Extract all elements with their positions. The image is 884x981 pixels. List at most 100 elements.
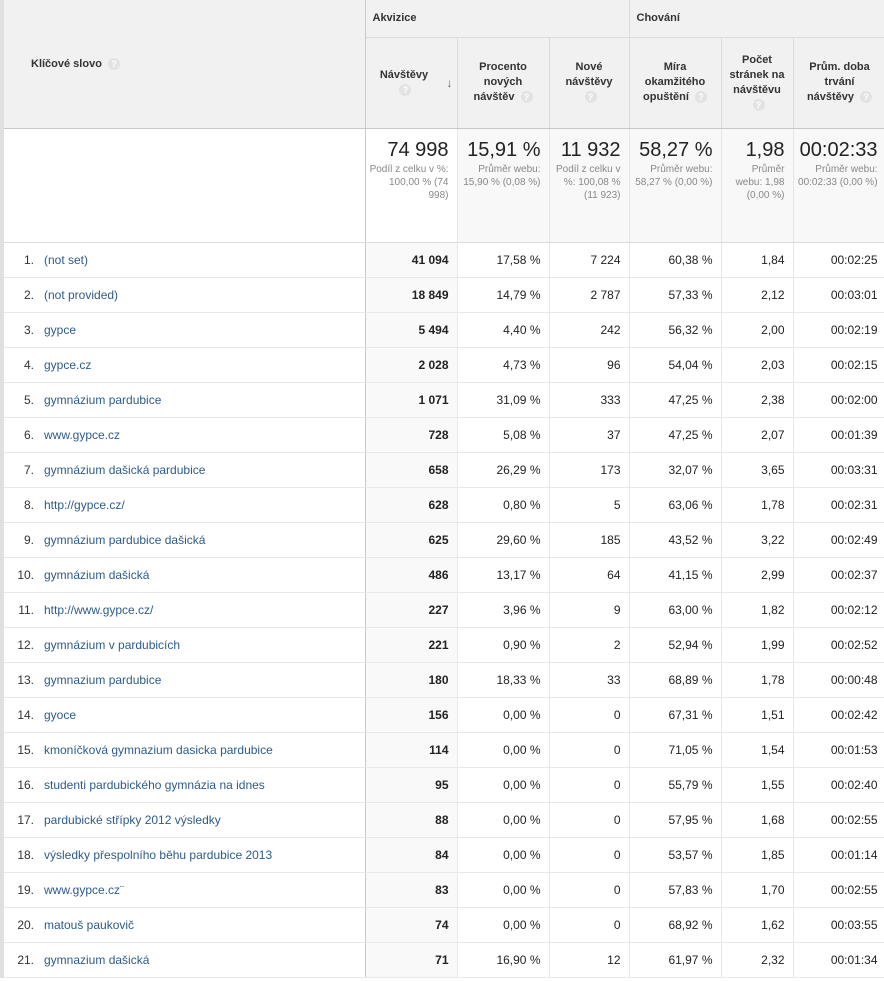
- row-index: 17.: [17, 812, 34, 827]
- visits-cell: 221: [365, 627, 458, 663]
- keyword-link[interactable]: gymnázium pardubice dašická: [44, 532, 206, 547]
- keyword-link[interactable]: http://gypce.cz/: [44, 497, 125, 512]
- avg-duration-cell: 00:02:49: [793, 522, 884, 558]
- table-row[interactable]: 5. gymnázium pardubice 1 071 31,09 % 333 47,2…: [0, 382, 884, 418]
- table-row[interactable]: 7. gymnázium dašická pardubice 658 26,29 % 1…: [0, 452, 884, 488]
- new-visits-percent-cell: 4,40 %: [457, 312, 550, 348]
- keyword-link[interactable]: gymnazium pardubice: [44, 672, 162, 687]
- table-row[interactable]: 15. kmoníčková gymnazium dasicka pardubic…: [0, 732, 884, 768]
- bounce-rate-cell: 53,57 %: [629, 837, 722, 873]
- keyword-link[interactable]: (not set): [44, 252, 89, 267]
- bounce-rate-column-header[interactable]: Míra okamžitého opuštění ?: [629, 37, 722, 129]
- table-row[interactable]: 9. gymnázium pardubice dašická 625 29,60 % 1…: [0, 522, 884, 558]
- totals-keyword-cell: [0, 128, 366, 243]
- keyword-link[interactable]: http://www.gypce.cz/: [44, 602, 154, 617]
- keyword-link[interactable]: gymnázium dašická: [44, 567, 150, 582]
- keyword-link[interactable]: gymnázium v pardubicích: [44, 637, 181, 652]
- visits-cell: 227: [365, 592, 458, 628]
- pages-per-visit-column-header[interactable]: Počet stránek na návštěvu ?: [721, 37, 794, 129]
- new-visits-cell: 0: [549, 907, 630, 943]
- row-index: 14.: [17, 707, 34, 722]
- pages-per-visit-cell: 1,99: [721, 627, 794, 663]
- avg-duration-cell: 00:02:42: [793, 697, 884, 733]
- keyword-cell: 15. kmoníčková gymnazium dasicka pardubic…: [0, 732, 366, 768]
- new-visits-cell: 2 787: [549, 277, 630, 313]
- table-row[interactable]: 3. gypce 5 494 4,40 % 242 56,32 % 2,00 00:02:19: [0, 312, 884, 348]
- keyword-link[interactable]: gymnázium pardubice: [44, 392, 162, 407]
- keyword-link[interactable]: gymnázium dašická pardubice: [44, 462, 206, 477]
- new-visits-cell: 33: [549, 662, 630, 698]
- help-icon[interactable]: ?: [107, 57, 120, 70]
- keyword-link[interactable]: (not provided): [44, 287, 119, 302]
- visits-cell: 5 494: [365, 312, 458, 348]
- new-visits-column-header[interactable]: Nové návštěvy ?: [549, 37, 630, 129]
- totals-duration-value: 00:02:33: [799, 138, 878, 161]
- table-row[interactable]: 12. gymnázium v pardubicích 221 0,90 % 2 52,9…: [0, 627, 884, 663]
- pages-per-visit-cell: 1,70: [721, 872, 794, 908]
- table-row[interactable]: 4. gypce.cz 2 028 4,73 % 96 54,04 % 2,03 00:02:…: [0, 347, 884, 383]
- keyword-link[interactable]: studenti pardubického gymnázia na idnes: [44, 777, 265, 792]
- new-visits-cell: 96: [549, 347, 630, 383]
- help-icon[interactable]: ?: [752, 98, 765, 111]
- keyword-cell: 5. gymnázium pardubice: [0, 382, 366, 418]
- totals-pages-value: 1,98: [745, 138, 785, 161]
- table-row[interactable]: 13. gymnazium pardubice 180 18,33 % 33 68,89 …: [0, 662, 884, 698]
- new-visits-cell: 0: [549, 697, 630, 733]
- behavior-group-header: Chování: [629, 0, 884, 38]
- sort-descending-icon[interactable]: ↓: [446, 75, 453, 90]
- keyword-link[interactable]: www.gypce.cz¨: [44, 882, 125, 897]
- totals-pages-per-visit: 1,98 Průměr webu: 1,98 (0,00 %): [721, 128, 794, 243]
- help-icon[interactable]: ?: [860, 91, 873, 104]
- row-index: 4.: [23, 357, 34, 372]
- keyword-link[interactable]: www.gypce.cz: [44, 427, 121, 442]
- new-visits-percent-column-header[interactable]: Procento nových návštěv ?: [457, 37, 550, 129]
- avg-duration-column-header[interactable]: Prům. doba trvání návštěvy ?: [793, 37, 884, 129]
- table-row[interactable]: 19. www.gypce.cz¨ 83 0,00 % 0 57,83 % 1,70 00:0…: [0, 872, 884, 908]
- help-icon[interactable]: ?: [694, 91, 707, 104]
- table-row[interactable]: 21. gymnazium dašická 71 16,90 % 12 61,97 % 2,…: [0, 942, 884, 978]
- table-row[interactable]: 18. výsledky přespolního běhu pardubice 2…: [0, 837, 884, 873]
- bounce-rate-cell: 60,38 %: [629, 242, 722, 278]
- table-row[interactable]: 17. pardubické střípky 2012 výsledky 88 0,0…: [0, 802, 884, 838]
- row-index: 6.: [23, 427, 34, 442]
- keyword-column-header[interactable]: Klíčové slovo ?: [0, 0, 366, 129]
- new-visits-cell: 64: [549, 557, 630, 593]
- bounce-rate-cell: 63,06 %: [629, 487, 722, 523]
- help-icon[interactable]: ?: [584, 91, 597, 104]
- new-visits-cell: 2: [549, 627, 630, 663]
- keyword-link[interactable]: gymnazium dašická: [44, 952, 150, 967]
- pages-per-visit-cell: 2,07: [721, 417, 794, 453]
- table-row[interactable]: 16. studenti pardubického gymnázia na idn…: [0, 767, 884, 803]
- help-icon[interactable]: ?: [399, 83, 412, 96]
- keyword-link[interactable]: kmoníčková gymnazium dasicka pardubice: [44, 742, 273, 757]
- row-index: 5.: [23, 392, 34, 407]
- table-row[interactable]: 6. www.gypce.cz 728 5,08 % 37 47,25 % 2,07 00:0…: [0, 417, 884, 453]
- pages-per-visit-cell: 2,32: [721, 942, 794, 978]
- new-visits-cell: 242: [549, 312, 630, 348]
- table-row[interactable]: 20. matouš paukovič 74 0,00 % 0 68,92 % 1,62 00…: [0, 907, 884, 943]
- keyword-link[interactable]: matouš paukovič: [44, 917, 135, 932]
- table-row[interactable]: 11. http://www.gypce.cz/227 3,96 % 9 63,00 %…: [0, 592, 884, 628]
- row-index: 20.: [17, 917, 34, 932]
- help-icon[interactable]: ?: [520, 91, 533, 104]
- totals-new-visits-sub: Podíl z celku v %: 100,08 % (11 923): [556, 163, 621, 201]
- table-row[interactable]: 10. gymnázium dašická 486 13,17 % 64 41,15 % 2…: [0, 557, 884, 593]
- avg-duration-cell: 00:03:55: [793, 907, 884, 943]
- keyword-link[interactable]: gypce: [44, 322, 77, 337]
- avg-duration-cell: 00:02:00: [793, 382, 884, 418]
- header-group-row: Klíčové slovo ? Akvizice Chování: [0, 0, 884, 129]
- table-row[interactable]: 1. (not set) 41 094 17,58 % 7 224 60,38 % 1,84…: [0, 242, 884, 278]
- new-visits-cell: 0: [549, 837, 630, 873]
- table-row[interactable]: 2. (not provided) 18 849 14,79 % 2 787 57,33 …: [0, 277, 884, 313]
- new-visits-percent-cell: 0,00 %: [457, 837, 550, 873]
- row-index: 3.: [23, 322, 34, 337]
- visits-column-header[interactable]: Návštěvy ? ↓: [365, 37, 458, 129]
- new-visits-percent-cell: 0,00 %: [457, 907, 550, 943]
- keyword-link[interactable]: gyoce: [44, 707, 77, 722]
- keyword-link[interactable]: pardubické střípky 2012 výsledky: [44, 812, 221, 827]
- table-row[interactable]: 14. gyoce 156 0,00 % 0 67,31 % 1,51 00:02:42: [0, 697, 884, 733]
- table-row[interactable]: 8. http://gypce.cz/628 0,80 % 5 63,06 % 1,78 0…: [0, 487, 884, 523]
- totals-pages-sub: Průměr webu: 1,98 (0,00 %): [735, 163, 785, 201]
- keyword-link[interactable]: výsledky přespolního běhu pardubice 2013: [44, 847, 273, 862]
- keyword-link[interactable]: gypce.cz: [44, 357, 92, 372]
